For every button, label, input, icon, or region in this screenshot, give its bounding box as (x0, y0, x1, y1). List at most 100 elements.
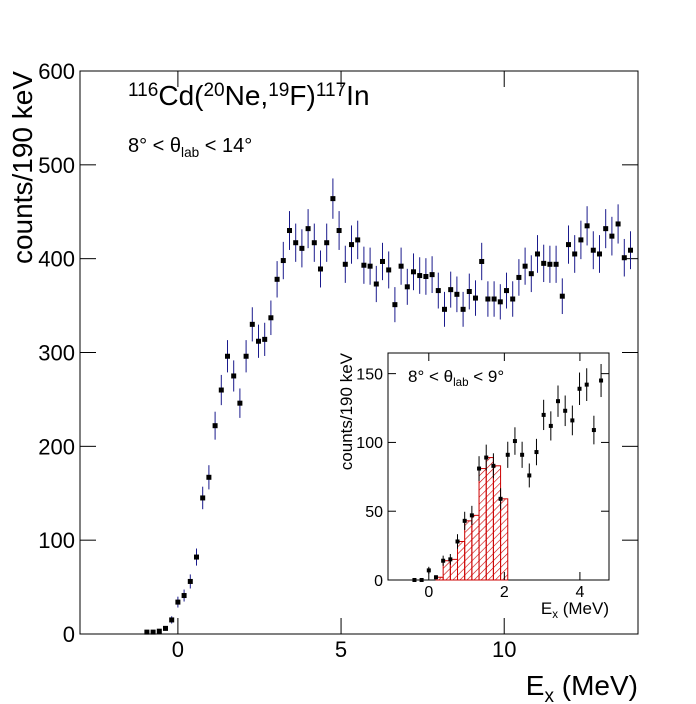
data-point (175, 599, 181, 605)
data-point (621, 255, 627, 261)
data-point (293, 240, 299, 246)
annotation-part: 8° < θ (128, 135, 181, 157)
data-point (591, 428, 596, 433)
data-point (497, 299, 503, 305)
data-point (570, 418, 575, 423)
annotation: 8° < θlab < 9° (408, 367, 504, 389)
y-tick-label: 0 (374, 573, 383, 590)
data-point (274, 276, 280, 282)
data-point (429, 272, 435, 278)
y-axis-label: counts/190 keV (7, 71, 38, 264)
data-point (466, 289, 472, 295)
chart-title-part: F) (289, 80, 315, 111)
data-point (448, 557, 453, 562)
y-tick-label: 200 (38, 434, 75, 459)
histogram-bar (464, 520, 473, 581)
data-point (534, 251, 540, 257)
data-point (559, 293, 565, 299)
data-point (187, 578, 193, 584)
x-tick-label: 0 (172, 637, 184, 662)
histogram-bar (478, 468, 487, 581)
x-axis-label-part: x (552, 609, 558, 621)
data-point (392, 302, 398, 308)
data-point (590, 247, 596, 253)
data-point (404, 284, 410, 290)
chart-title-part: 117 (316, 80, 346, 101)
data-point (596, 251, 602, 257)
chart-title-part: In (346, 80, 369, 111)
data-point (162, 625, 168, 631)
data-point (426, 568, 431, 573)
data-point (615, 221, 621, 227)
chart-title-part: 19 (268, 80, 289, 101)
y-tick-label: 600 (38, 59, 75, 84)
x-tick-label: 4 (575, 584, 584, 601)
data-point (563, 408, 568, 413)
x-axis-label-part: (MeV) (554, 670, 638, 701)
annotation-part: lab (453, 377, 468, 389)
data-point (477, 466, 482, 471)
histogram-bar (485, 457, 494, 581)
data-point (224, 353, 230, 359)
x-axis-label: Ex (MeV) (526, 670, 638, 704)
data-point (441, 558, 446, 563)
histogram-bar (449, 558, 459, 581)
data-point (522, 263, 528, 269)
histogram-bar (500, 498, 509, 581)
chart-title-part: 20 (203, 80, 224, 101)
data-point (462, 518, 467, 523)
data-point (280, 258, 286, 264)
x-tick-label: 10 (492, 637, 516, 662)
data-point (510, 296, 516, 302)
data-point (565, 242, 571, 248)
data-point (262, 336, 268, 342)
data-point (541, 260, 547, 266)
data-point (150, 629, 156, 635)
data-point (311, 240, 317, 246)
y-tick-label: 500 (38, 153, 75, 178)
data-point (249, 321, 255, 327)
data-point (367, 263, 373, 269)
data-point (231, 373, 237, 379)
data-point (255, 338, 261, 344)
data-point (627, 247, 633, 253)
data-point (419, 578, 424, 582)
data-point (556, 399, 560, 404)
data-point (336, 228, 342, 234)
data-point (206, 474, 212, 480)
data-point (553, 261, 559, 267)
data-point (454, 291, 460, 297)
histogram-bar (442, 560, 451, 581)
data-point (577, 386, 582, 391)
data-point (534, 450, 539, 455)
data-point (435, 288, 441, 294)
x-tick-label: 0 (424, 584, 433, 601)
data-point (324, 240, 330, 246)
x-axis-label-part: E (526, 670, 545, 701)
data-point (599, 378, 604, 383)
data-point (212, 423, 218, 429)
x-axis-label-part: x (544, 686, 554, 704)
x-tick-label: 2 (500, 584, 509, 601)
data-point (218, 387, 224, 393)
annotation-part: 8° < θ (408, 367, 453, 386)
data-point (484, 455, 489, 460)
data-point (472, 295, 478, 301)
data-point (491, 463, 496, 468)
data-point (516, 274, 522, 280)
chart-title-part: Cd( (158, 80, 204, 111)
histogram-bar (457, 540, 466, 581)
data-point (512, 439, 517, 444)
data-point (200, 495, 206, 501)
data-point (237, 400, 243, 406)
data-point (317, 266, 323, 272)
data-point (572, 251, 578, 257)
data-point (193, 554, 199, 560)
data-point (410, 269, 416, 275)
x-axis-label-part: (MeV) (558, 599, 609, 618)
y-tick-label: 400 (38, 247, 75, 272)
y-tick-label: 100 (38, 528, 75, 553)
histogram-bar (492, 465, 502, 581)
data-point (520, 452, 525, 457)
